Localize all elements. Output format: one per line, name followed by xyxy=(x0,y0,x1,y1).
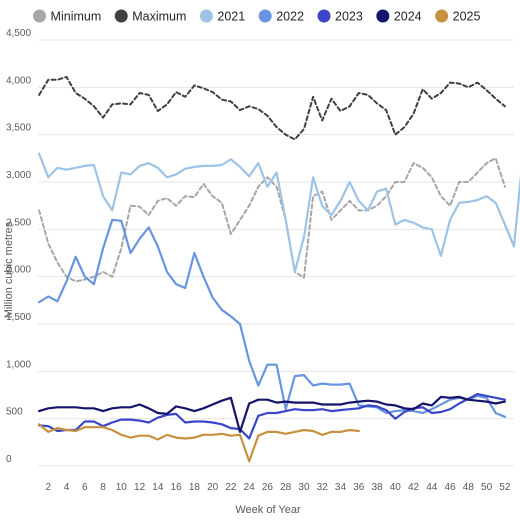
x-tick-label: 36 xyxy=(353,482,365,493)
x-tick-label: 20 xyxy=(207,482,219,493)
y-tick-label: 500 xyxy=(6,407,23,418)
x-tick-label: 40 xyxy=(390,482,402,493)
x-tick-label: 10 xyxy=(116,482,128,493)
y-tick-label: 2,000 xyxy=(6,265,31,276)
legend-marker xyxy=(376,9,390,23)
legend-marker xyxy=(435,9,449,23)
legend-label: 2025 xyxy=(453,10,481,24)
x-tick-label: 14 xyxy=(152,482,164,493)
y-tick-label: 4,000 xyxy=(6,75,31,86)
series-line-2022 xyxy=(37,218,506,418)
x-axis-ticks: 2 4 6 8 10 12 14 16 18 20 22 24 26 28 30 32 34 36 38 40 42 44… xyxy=(45,482,510,493)
x-tick-label: 28 xyxy=(280,482,292,493)
x-tick-label: 22 xyxy=(225,482,237,493)
x-tick-label: 52 xyxy=(499,482,511,493)
series-line-2023 xyxy=(37,393,506,440)
x-tick-label: 48 xyxy=(463,482,475,493)
y-axis-title: Million cubic metres xyxy=(3,221,15,318)
y-tick-label: 4,500 xyxy=(6,28,31,39)
x-tick-label: 50 xyxy=(481,482,493,493)
x-tick-label: 32 xyxy=(317,482,329,493)
gridlines xyxy=(38,39,514,467)
y-tick-label: 2,500 xyxy=(6,217,31,228)
y-tick-label: 1,000 xyxy=(6,359,31,370)
legend-marker xyxy=(114,9,128,23)
x-tick-label: 46 xyxy=(445,482,457,493)
y-tick-label: 3,000 xyxy=(6,170,31,181)
x-tick-label: 18 xyxy=(189,482,201,493)
x-tick-label: 6 xyxy=(82,482,88,493)
x-tick-label: 44 xyxy=(426,482,438,493)
y-axis-ticks: 0 500 1,000 1,500 2,000 2,500 3,000 3,500 4,000 4… xyxy=(6,28,31,465)
legend-label: 2024 xyxy=(394,10,422,24)
legend-label: 2022 xyxy=(276,10,304,24)
series-line-2024 xyxy=(37,395,506,433)
y-tick-label: 0 xyxy=(6,454,12,465)
x-tick-label: 26 xyxy=(262,482,274,493)
legend-marker xyxy=(317,9,331,23)
y-tick-label: 1,500 xyxy=(6,312,31,323)
x-tick-label: 12 xyxy=(134,482,146,493)
x-tick-label: 38 xyxy=(371,482,383,493)
series-line-2021 xyxy=(37,152,520,273)
legend-marker xyxy=(199,9,213,23)
series-line-minimum xyxy=(38,157,506,283)
x-axis-title: Week of Year xyxy=(235,504,301,516)
y-tick-label: 3,500 xyxy=(6,123,31,134)
series-line-maximum xyxy=(38,75,506,141)
series-line-2025 xyxy=(37,423,360,463)
x-tick-label: 2 xyxy=(45,482,51,493)
legend-label: Maximum xyxy=(132,10,186,24)
legend-label: Minimum xyxy=(51,10,102,24)
legend-marker xyxy=(258,9,272,23)
x-tick-label: 42 xyxy=(408,482,420,493)
x-tick-label: 30 xyxy=(298,482,310,493)
legend-label: 2023 xyxy=(335,10,363,24)
series-lines xyxy=(37,75,520,463)
legend: Minimum Maximum 2021 2022 2023 2024 2025 xyxy=(33,9,481,24)
legend-marker xyxy=(33,9,47,23)
x-tick-label: 24 xyxy=(244,482,256,493)
x-tick-label: 8 xyxy=(100,482,106,493)
x-tick-label: 34 xyxy=(335,482,347,493)
x-tick-label: 16 xyxy=(171,482,183,493)
legend-label: 2021 xyxy=(217,10,245,24)
x-tick-label: 4 xyxy=(64,482,70,493)
